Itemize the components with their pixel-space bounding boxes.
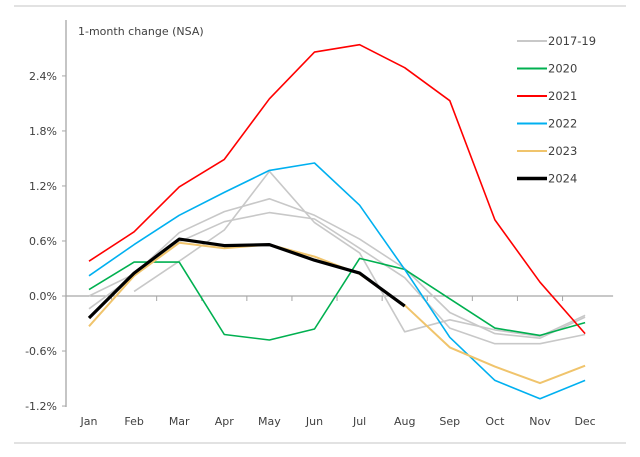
x-tick-label: Jul [352,415,366,428]
y-tick-label: 0.6% [29,235,57,248]
x-tick-label: Oct [485,415,505,428]
y-tick-label: 0.0% [29,290,57,303]
y-tick-label: 1.2% [29,180,57,193]
series-line-2017-19 [133,170,586,338]
y-tick-label: 1.8% [29,125,57,138]
series-line-2017-19 [88,211,586,345]
x-tick-label: Aug [394,415,415,428]
y-tick-label: -1.2% [25,400,57,413]
legend-label-2017-19: 2017-19 [548,34,596,48]
x-tick-label: Dec [574,415,595,428]
x-tick-label: Nov [529,415,551,428]
x-tick-label: May [258,415,281,428]
x-tick-label: Apr [215,415,235,428]
legend-label-2022: 2022 [548,117,577,131]
series-line-2020 [88,257,586,341]
y-axis-title: 1-month change (NSA) [78,25,204,38]
series-line-2023 [88,241,586,385]
legend-label-2020: 2020 [548,62,577,76]
series-line-2024 [87,237,406,320]
x-tick-label: Jun [305,415,323,428]
y-tick-label: -0.6% [25,345,57,358]
legend-label-2023: 2023 [548,144,577,158]
series-line-2021 [88,43,586,335]
x-tick-label: Mar [169,415,190,428]
y-tick-label: 2.4% [29,70,57,83]
legend-label-2024: 2024 [548,172,577,186]
x-tick-label: Jan [80,415,98,428]
x-tick-label: Feb [124,415,143,428]
legend-label-2021: 2021 [548,89,577,103]
x-tick-label: Sep [439,415,460,428]
series-line-2022 [88,162,586,400]
series-line-2017-19 [88,198,586,339]
